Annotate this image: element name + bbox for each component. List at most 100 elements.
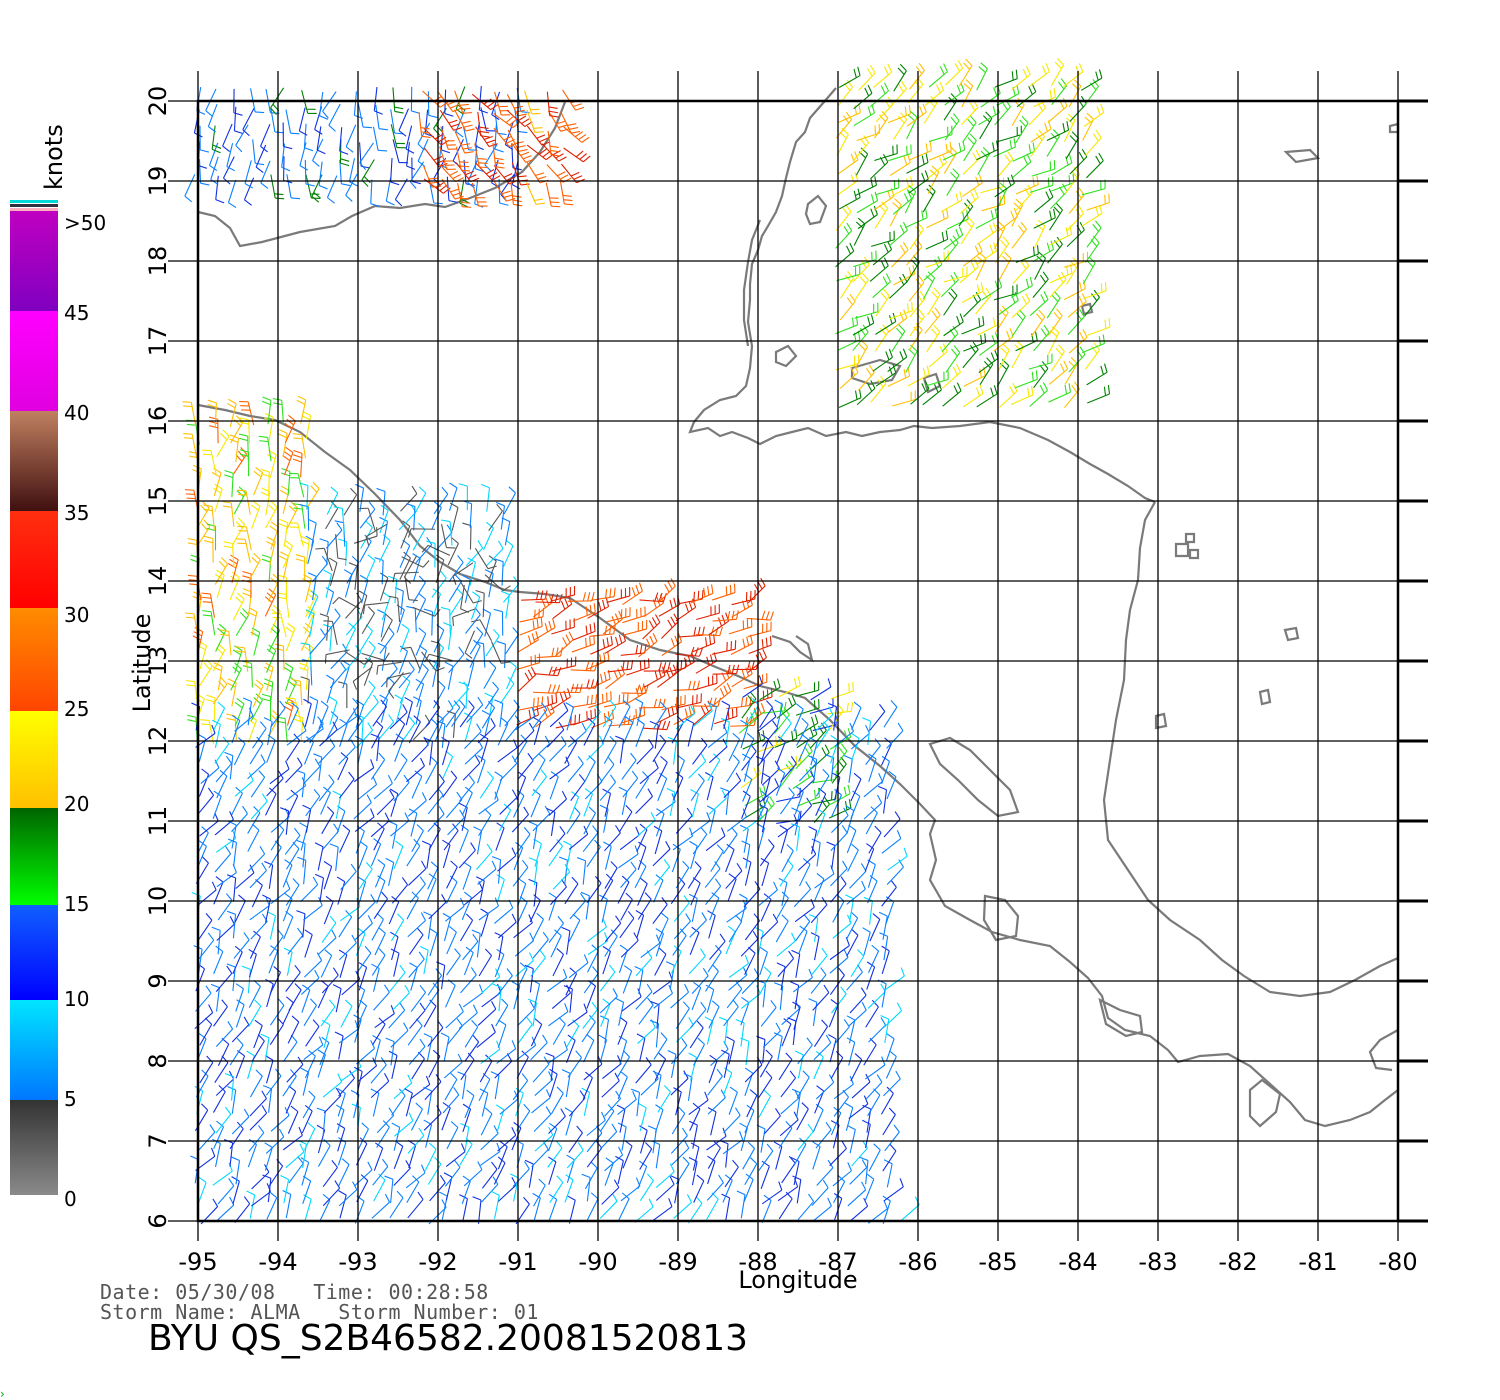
wind-barb-feather — [863, 896, 873, 902]
wind-barb-feather — [881, 201, 889, 209]
wind-barb — [305, 488, 320, 510]
wind-barb — [637, 883, 648, 906]
wind-barb-feather — [883, 1159, 893, 1165]
wind-barb-feather — [631, 587, 636, 597]
wind-barb — [479, 777, 494, 799]
wind-barb-feather — [528, 914, 533, 923]
wind-barb — [534, 1134, 554, 1152]
wind-barb — [604, 922, 622, 942]
wind-barb-feather — [494, 558, 504, 563]
wind-barb-feather — [939, 66, 945, 75]
wind-barb-feather — [595, 1140, 603, 1149]
wind-barb-feather — [562, 194, 572, 197]
wind-barb — [462, 1108, 472, 1133]
wind-barb-feather — [242, 592, 252, 597]
wind-barb-feather — [619, 1016, 628, 1023]
wind-barb-feather — [682, 860, 690, 869]
wind-barb — [249, 743, 264, 765]
wind-barb — [759, 707, 773, 728]
wind-barb — [1080, 77, 1103, 91]
wind-barb — [530, 1042, 548, 1061]
wind-barb — [779, 985, 784, 1010]
wind-barb-feather — [323, 786, 331, 794]
wind-barb — [946, 174, 960, 196]
wind-barb-feather — [222, 501, 232, 504]
wind-barb — [691, 1161, 698, 1186]
wind-barb-feather — [937, 381, 942, 391]
wind-barb — [511, 814, 529, 833]
wind-barb-feather — [880, 292, 888, 300]
coastline-island-5 — [1188, 548, 1200, 560]
wind-barb-feather — [816, 1085, 825, 1092]
wind-barb — [248, 986, 261, 1008]
wind-barb-feather — [807, 1123, 814, 1132]
wind-barb — [398, 669, 415, 689]
wind-barb-feather — [218, 623, 227, 631]
wind-barb — [656, 1075, 662, 1099]
wind-barb-feather — [921, 155, 925, 165]
wind-barb — [377, 721, 395, 741]
wind-barb — [652, 848, 671, 867]
wind-barb — [393, 1127, 401, 1151]
wind-barb — [620, 868, 637, 888]
wind-barb — [710, 1111, 717, 1136]
wind-barb-feather — [586, 679, 590, 689]
wind-barb-feather — [536, 706, 539, 716]
wind-barb-feather — [707, 586, 710, 596]
wind-barb-feather — [925, 143, 928, 153]
wind-barb — [602, 1063, 622, 1080]
wind-barb-feather — [626, 693, 629, 703]
wind-barb-feather — [950, 93, 958, 101]
wind-barb-feather — [686, 807, 693, 816]
wind-barb-feather — [564, 1003, 569, 1012]
wind-barb — [374, 864, 386, 888]
wind-barb-feather — [1043, 291, 1049, 300]
wind-barb — [322, 1187, 341, 1207]
wind-barb — [669, 792, 676, 816]
coastline-bay-islands — [850, 358, 902, 386]
wind-barb-feather — [978, 317, 981, 327]
wind-barb-feather — [689, 840, 698, 847]
wind-barb-feather — [580, 893, 587, 902]
wind-barb-feather — [1078, 151, 1085, 161]
wind-barb — [301, 989, 311, 1013]
wind-barb-feather — [319, 720, 324, 730]
wind-barb — [339, 830, 351, 853]
wind-barb-feather — [892, 202, 900, 209]
wind-barb — [604, 846, 612, 870]
wind-barb-feather — [933, 384, 939, 393]
wind-barb-feather — [790, 981, 799, 986]
wind-barb-feather — [279, 489, 289, 496]
wind-barb — [373, 782, 393, 800]
wind-barb — [461, 1180, 471, 1204]
wind-barb-feather — [1060, 363, 1065, 373]
wind-barb-feather — [842, 207, 849, 216]
wind-barb — [338, 942, 357, 961]
wind-barb-feather — [294, 964, 301, 973]
wind-barb-feather — [361, 1122, 369, 1130]
wind-barb — [834, 776, 841, 801]
wind-barb — [392, 139, 400, 163]
wind-barb-feather — [454, 574, 462, 582]
wind-barb-feather — [882, 153, 889, 163]
wind-barb — [621, 692, 646, 695]
wind-barb-feather — [824, 744, 830, 753]
wind-barb-feather — [1088, 256, 1096, 264]
wind-barb-feather — [678, 876, 686, 885]
wind-barb-feather — [223, 541, 233, 545]
wind-barb-feather — [568, 631, 574, 640]
wind-barb-feather — [499, 1140, 508, 1148]
wind-barb-feather — [491, 1161, 498, 1170]
wind-barb-feather — [438, 680, 446, 688]
wind-barb — [345, 124, 357, 147]
wind-barb-feather — [470, 967, 477, 976]
wind-barb-feather — [1065, 227, 1069, 237]
wind-barb — [1047, 243, 1063, 264]
wind-barb — [405, 1092, 413, 1117]
wind-barb — [621, 759, 637, 780]
wind-barb-feather — [694, 861, 702, 869]
wind-barb — [525, 182, 537, 205]
wind-barb — [775, 920, 789, 943]
wind-barb-feather — [430, 756, 438, 764]
wind-barb-feather — [380, 699, 387, 708]
